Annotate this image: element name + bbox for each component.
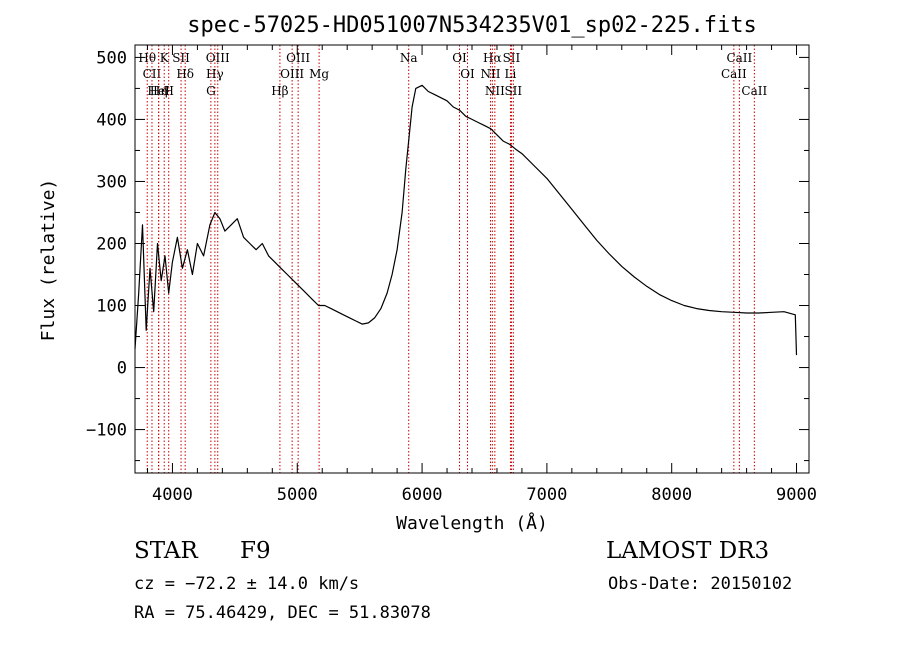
marker-label: H (163, 84, 173, 98)
x-tick-label: 9000 (776, 485, 817, 505)
marker-label: OI (460, 67, 475, 81)
subclass-label: F9 (240, 538, 271, 564)
x-tick-label: 5000 (277, 485, 318, 505)
marker-label: Mg (309, 67, 329, 81)
plot-frame (134, 44, 810, 474)
x-axis-label: Wavelength (Å) (396, 512, 548, 534)
x-tick-label: 4000 (152, 485, 193, 505)
marker-label: K (160, 51, 170, 65)
marker-label: Na (400, 51, 418, 65)
spectrum-line (134, 84, 798, 356)
marker-label: OI (452, 51, 467, 65)
y-tick-label: 500 (96, 48, 127, 68)
y-tick-label: 300 (96, 172, 127, 192)
marker-label: NII (485, 84, 505, 98)
spectrum-chart: spec-57025-HD051007N534235V01_sp02-225.f… (38, 13, 817, 534)
y-tick-label: −100 (86, 421, 127, 441)
y-axis-label: Flux (relative) (38, 179, 59, 342)
x-tick-label: 8000 (651, 485, 692, 505)
axes: 4000 5000 6000 7000 8000 9000 −100 0 100 200 300 40… (86, 45, 817, 505)
y-tick-label: 400 (96, 110, 127, 130)
marker-label: CII (143, 67, 162, 81)
series-group (134, 84, 798, 356)
chart-title: spec-57025-HD051007N534235V01_sp02-225.f… (187, 13, 757, 38)
marker-label: OIII (280, 67, 304, 81)
marker-label: SII (503, 51, 521, 65)
marker-label: SII (172, 51, 190, 65)
marker-label: Hβ (271, 84, 288, 98)
marker-label: OIII (286, 51, 310, 65)
marker-label: G (206, 84, 216, 98)
y-tick-label: 200 (96, 234, 127, 254)
marker-label: SII (504, 84, 522, 98)
marker-label: Hγ (206, 67, 224, 81)
coordinates: RA = 75.46429, DEC = 51.83078 (134, 603, 431, 623)
marker-label: Hα (483, 51, 502, 65)
velocity-readout: cz = −72.2 ± 14.0 km/s (134, 574, 360, 594)
class-label: STAR (134, 538, 198, 564)
marker-label: Li (505, 67, 517, 81)
marker-label: CaII (741, 84, 767, 98)
marker-label: CaII (726, 51, 752, 65)
y-tick-label: 0 (117, 359, 127, 379)
y-tick-label: 100 (96, 297, 127, 317)
marker-label: Hθ (138, 51, 156, 65)
marker-label: Hδ (176, 67, 194, 81)
marker-label: Hη (150, 84, 168, 98)
x-tick-label: 7000 (526, 485, 567, 505)
marker-label: CaII (721, 67, 747, 81)
x-tick-label: 6000 (402, 485, 443, 505)
obs-date: Obs-Date: 20150102 (608, 574, 793, 594)
marker-label: NII (480, 67, 500, 81)
marker-label: OIII (206, 51, 230, 65)
survey-label: LAMOST DR3 (606, 538, 770, 564)
